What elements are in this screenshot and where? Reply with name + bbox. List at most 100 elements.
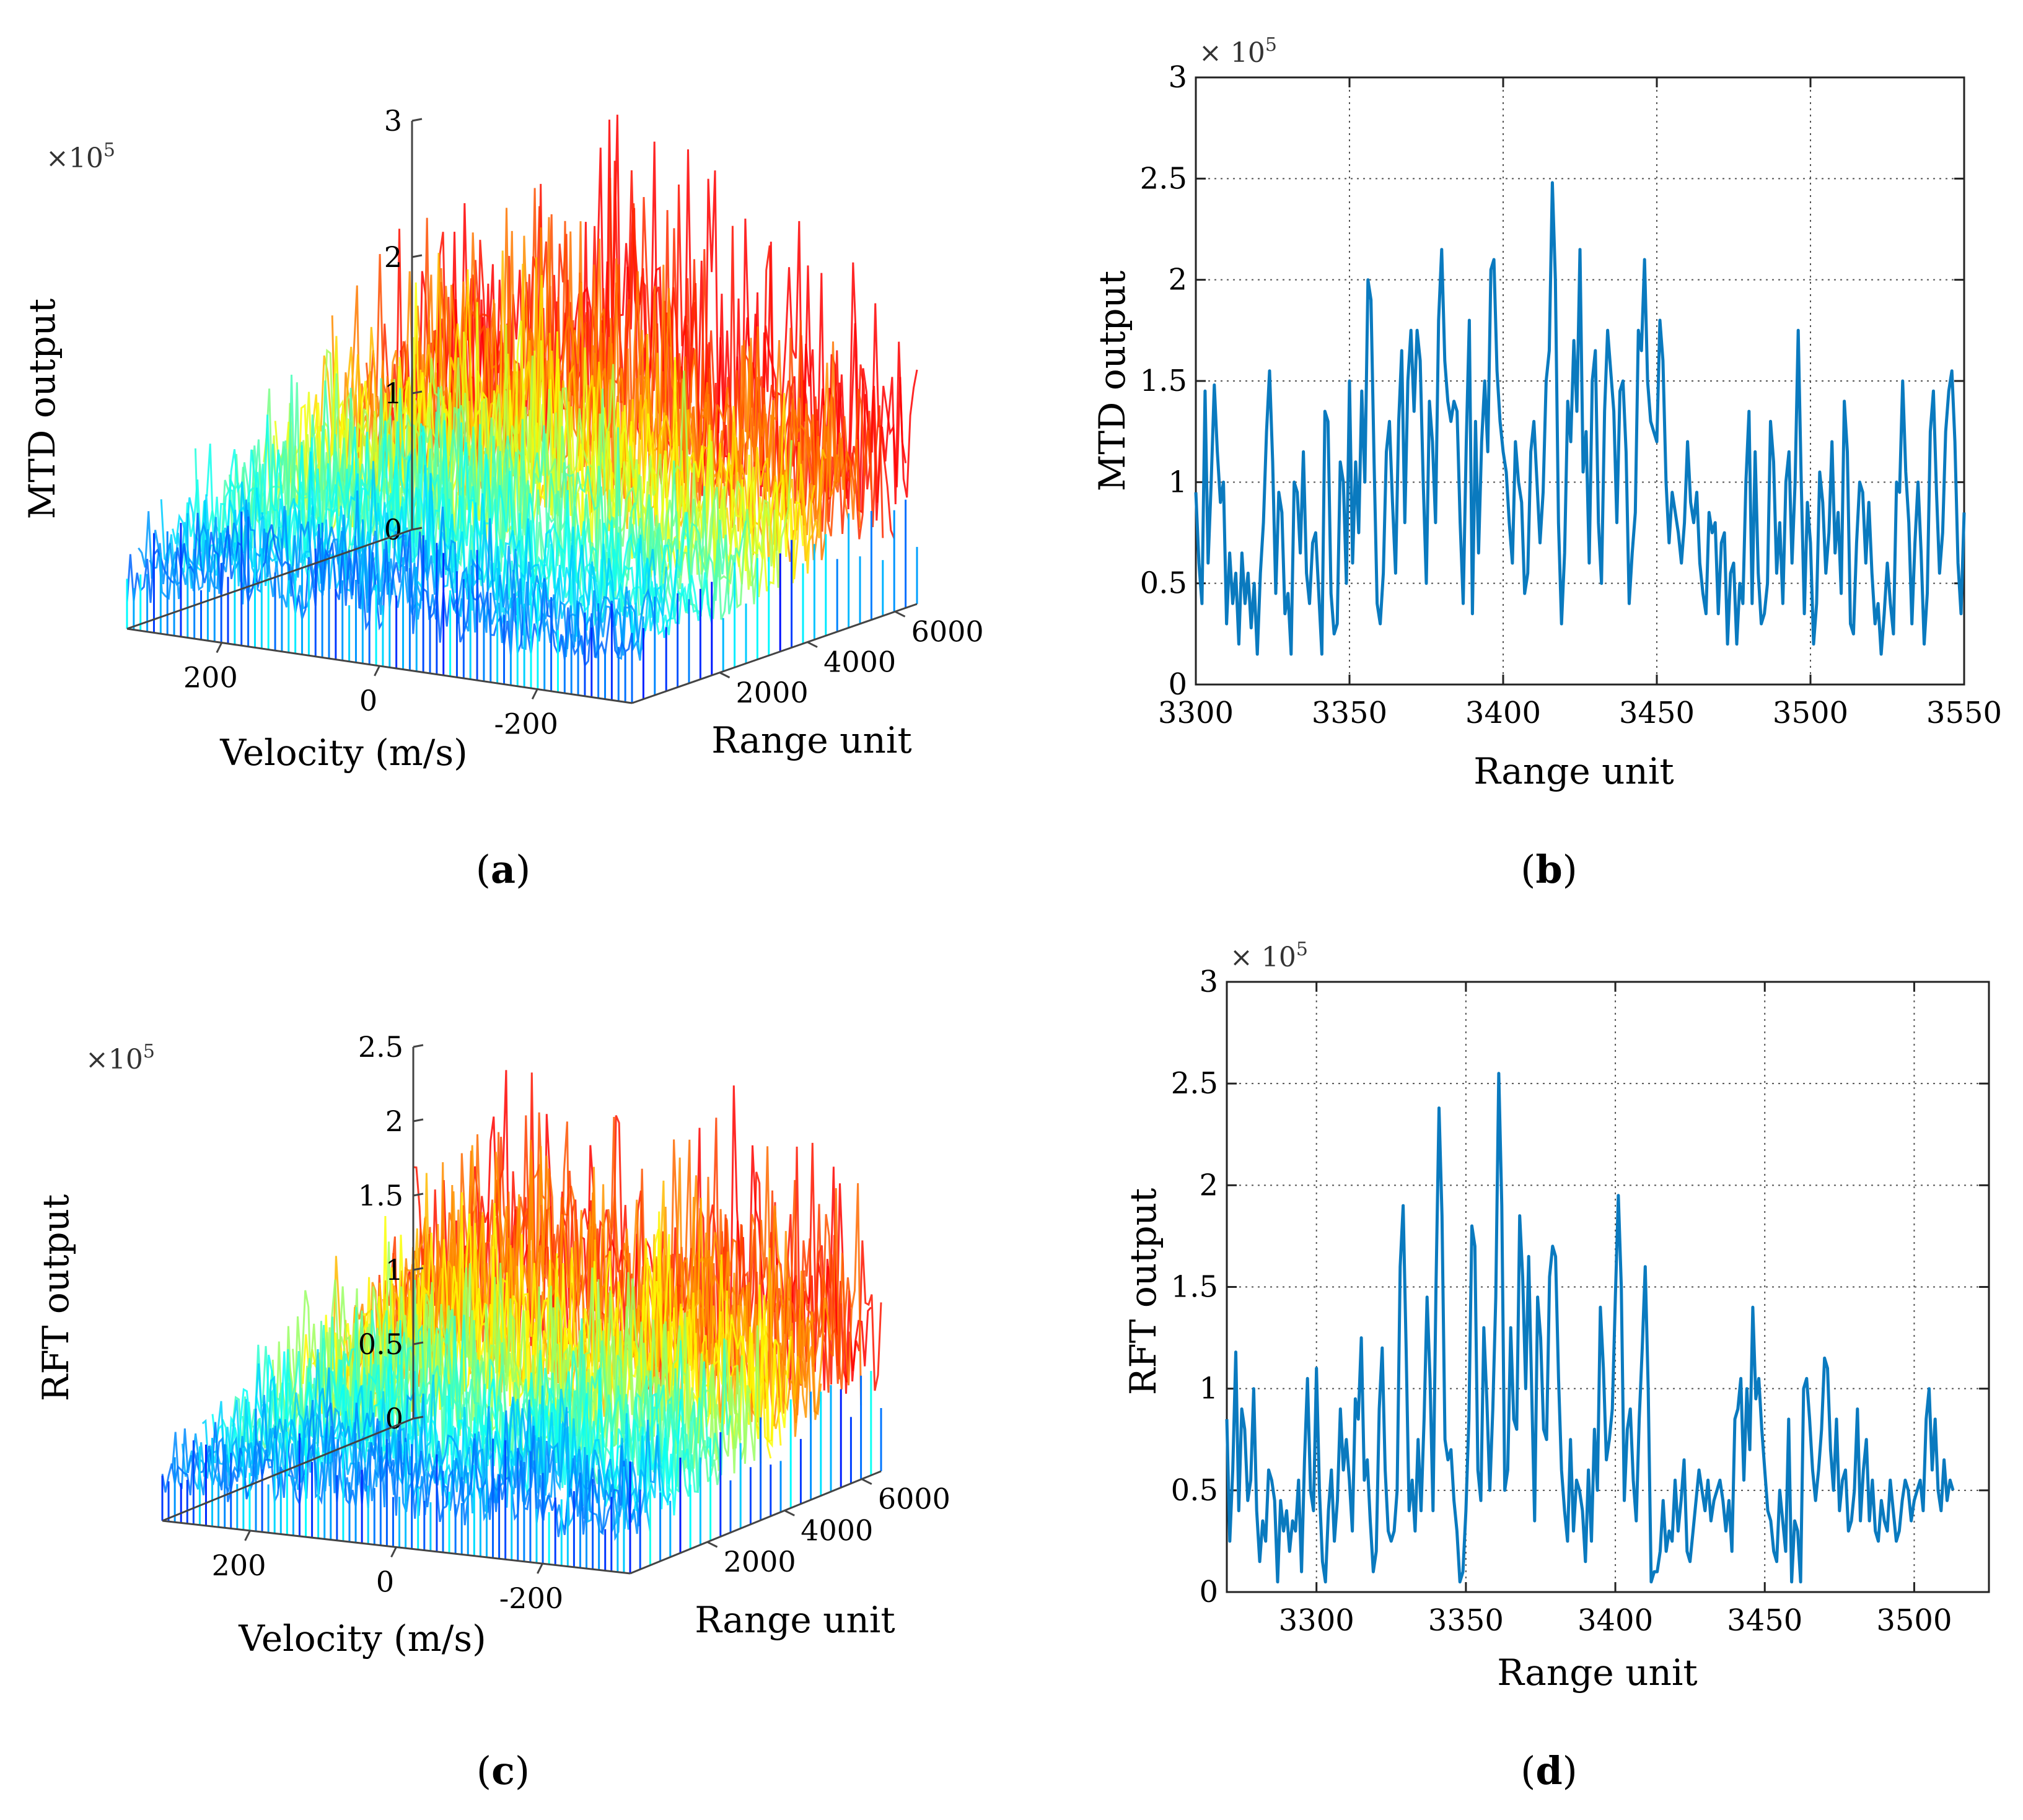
z-tick-label: 0.5	[358, 1328, 403, 1361]
x-tick-label: 3300	[1279, 1603, 1354, 1638]
surface-traces-a	[126, 115, 918, 703]
y-tick-label: 1.5	[1171, 1270, 1218, 1305]
y-tick-label: 0	[1168, 667, 1187, 702]
z-tick-label: 0	[384, 513, 402, 546]
panel-label-b: (b)	[1521, 847, 1578, 892]
y-tick-label: 1.5	[1140, 364, 1187, 398]
z-tick	[411, 254, 423, 258]
x-tick-label: 3300	[1158, 696, 1234, 730]
z-tick-label: 0	[385, 1402, 403, 1435]
x-tick-label: 3350	[1312, 696, 1387, 730]
y-axis-label-c: Range unit	[695, 1599, 895, 1641]
range-tick-label: 6000	[911, 615, 984, 648]
z-tick-label: 1	[385, 1253, 403, 1287]
z-tick	[413, 1118, 424, 1122]
z-tick	[413, 1267, 424, 1271]
x-tick-label: 3500	[1876, 1603, 1952, 1638]
x-tick-label: 3400	[1465, 696, 1541, 730]
y-tick-label: 3	[1168, 60, 1187, 95]
range-tick-label: 4000	[823, 645, 896, 679]
velocity-tick-label: 0	[359, 684, 377, 717]
surface-trace	[343, 217, 850, 561]
velocity-tick	[537, 1563, 543, 1574]
y-tick-label: 0.5	[1171, 1473, 1218, 1508]
z-tick-label: 2	[384, 240, 402, 274]
range-tick	[706, 1541, 718, 1548]
left-base-edge	[162, 1417, 414, 1522]
y-tick-label: 2.5	[1140, 161, 1187, 196]
range-tick-label: 2000	[736, 676, 809, 709]
surface-trace	[161, 1402, 631, 1538]
z-tick	[413, 1341, 424, 1345]
z-axis-label-c: RFT output	[35, 1194, 77, 1401]
range-tick-label: 4000	[801, 1513, 873, 1547]
z-tick-label: 2.5	[358, 1030, 403, 1064]
velocity-tick-label: 200	[183, 661, 238, 694]
surface-trace	[126, 512, 633, 668]
scale-factor-b: × 105	[1199, 34, 1277, 69]
x-axis-label-b: Range unit	[1473, 750, 1674, 792]
x-tick-label: 3450	[1619, 696, 1695, 730]
velocity-tick	[216, 642, 223, 654]
range-axis-line	[631, 603, 918, 704]
z-tick	[411, 118, 423, 122]
surface-traces-c	[161, 1070, 882, 1573]
range-tick-label: 2000	[724, 1545, 796, 1578]
z-tick	[413, 1192, 424, 1197]
ticks-d: 3300 3350 3400 3450 3500 0 0.5 1 1.5 2 2.5 3	[1171, 965, 1989, 1638]
z-tick	[411, 390, 423, 395]
panel-label-c: (c)	[476, 1748, 530, 1793]
z-tick-label: 3	[384, 104, 402, 138]
x-axis-label-d: Range unit	[1497, 1652, 1697, 1694]
y-tick-label: 2	[1199, 1168, 1218, 1202]
range-tick	[861, 1478, 872, 1485]
velocity-tick-label: 0	[376, 1565, 394, 1599]
range-tick	[719, 672, 731, 679]
x-tick-label: 3400	[1578, 1603, 1653, 1638]
x-tick-label: 3350	[1428, 1603, 1504, 1638]
z-tick-label: 1.5	[358, 1179, 403, 1212]
scale-factor-d: × 105	[1230, 938, 1308, 973]
range-tick	[784, 1510, 795, 1516]
velocity-tick	[374, 665, 380, 676]
velocity-tick-label: -200	[499, 1582, 563, 1615]
left-base-edge	[126, 528, 413, 630]
x-axis-label-c: Velocity (m/s)	[238, 1617, 486, 1660]
velocity-tick-label: 200	[212, 1549, 266, 1582]
range-tick-label: 6000	[878, 1482, 950, 1516]
y-axis-label-b: MTD output	[1091, 271, 1133, 491]
panel-label-a: (a)	[476, 847, 531, 892]
y-tick-label: 0	[1199, 1575, 1218, 1609]
y-tick-label: 2	[1168, 263, 1187, 297]
scale-factor-c: ×105	[86, 1041, 155, 1075]
z-tick-label: 2	[385, 1105, 403, 1138]
panel-label-d: (d)	[1521, 1748, 1578, 1793]
scale-factor-a: ×105	[46, 139, 115, 174]
series-line-b	[1194, 181, 1966, 656]
velocity-tick	[531, 688, 538, 700]
velocity-tick-label: -200	[494, 707, 558, 741]
y-axis-label-d: RFT output	[1122, 1188, 1164, 1395]
panel-b: 3300 3350 3400 3450 3500 3550 0 0.5 1 1.5 2 2.5 3 × …	[1091, 34, 2002, 892]
velocity-tick	[390, 1546, 397, 1558]
y-tick-label: 1	[1168, 465, 1187, 499]
range-axis-line	[630, 1470, 882, 1575]
x-tick-label: 3450	[1727, 1603, 1802, 1638]
range-tick	[894, 610, 906, 618]
z-tick	[411, 527, 423, 531]
z-axis-label-a: MTD output	[21, 299, 63, 519]
z-tick	[413, 1044, 424, 1048]
z-tick	[413, 1415, 424, 1420]
series-line-d	[1225, 1072, 1955, 1584]
x-axis-label-a: Velocity (m/s)	[219, 732, 467, 774]
range-tick	[807, 641, 818, 648]
y-tick-label: 3	[1199, 965, 1218, 999]
z-tick-label: 1	[384, 377, 402, 410]
x-tick-label: 3500	[1773, 696, 1848, 730]
y-tick-label: 2.5	[1171, 1066, 1218, 1101]
surface-trace	[211, 1329, 682, 1516]
